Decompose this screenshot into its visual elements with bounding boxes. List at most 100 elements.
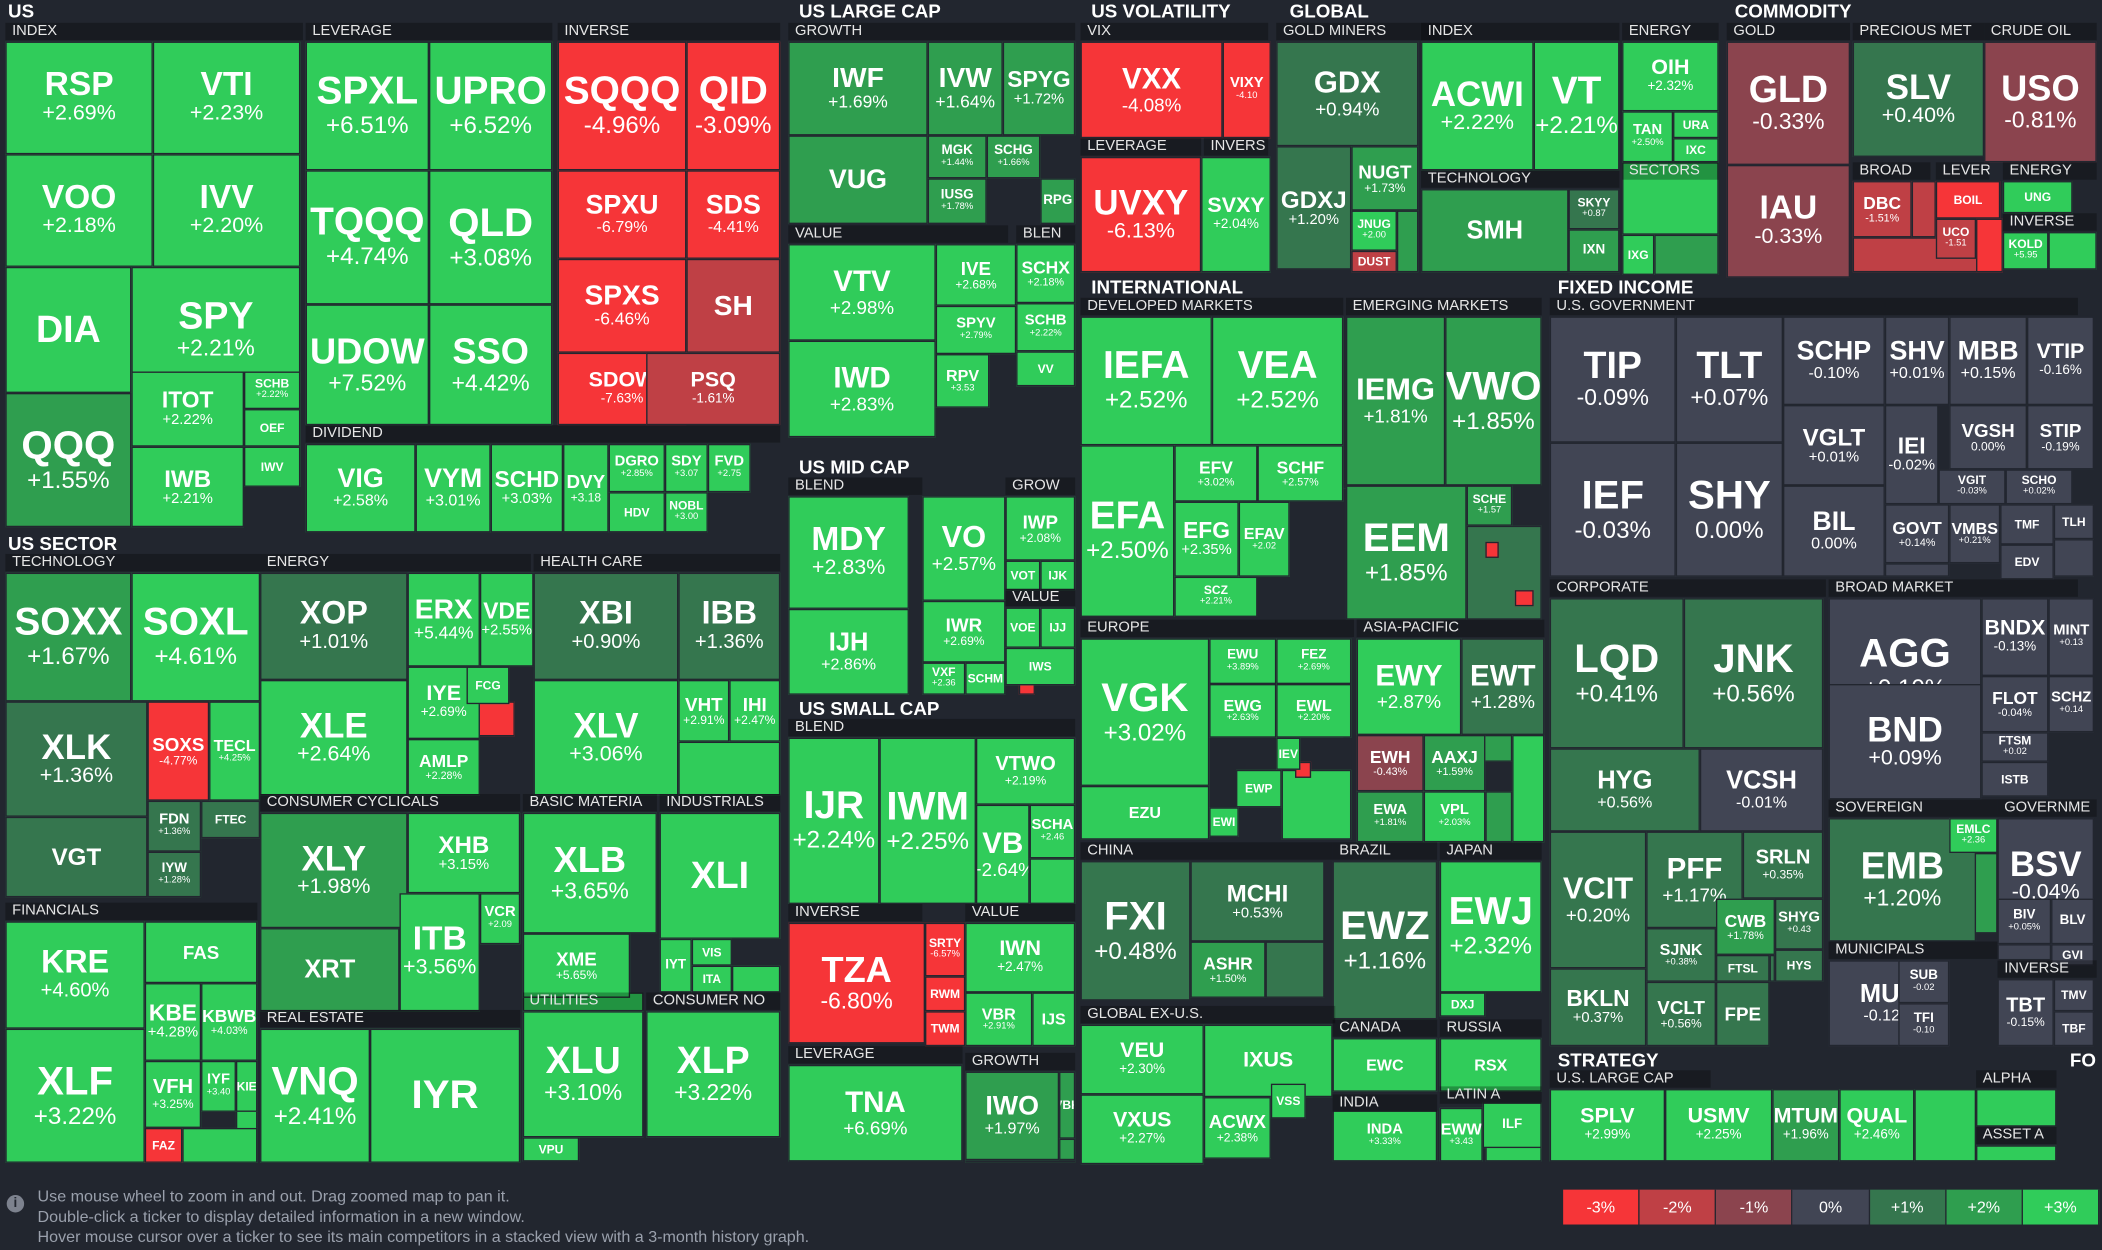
ticker-tile-ive[interactable]: IVE +2.68% (935, 244, 1017, 306)
ticker-tile-flot[interactable]: FLOT -0.04% (1981, 675, 2049, 733)
ticker-tile-bkln[interactable]: BKLN +0.37% (1549, 968, 1647, 1047)
small-ticker-tile[interactable] (965, 1160, 1076, 1163)
ticker-tile-bnd[interactable]: BND +0.09% (1828, 684, 1982, 800)
ticker-tile-tlh[interactable]: TLH (2053, 504, 2095, 540)
ticker-tile-vtip[interactable]: VTIP -0.16% (2026, 316, 2095, 406)
ticker-tile-iyw[interactable]: IYW +1.28% (147, 851, 202, 898)
ticker-tile-lqd[interactable]: LQD +0.41% (1549, 598, 1684, 749)
ticker-tile-tlt[interactable]: TLT +0.07% (1675, 316, 1783, 443)
ticker-tile-ewg[interactable]: EWG +2.63% (1209, 684, 1277, 738)
ticker-tile-sdy[interactable]: SDY +3.07 (664, 443, 708, 493)
ticker-tile-gvi[interactable]: GVI (2051, 944, 2095, 966)
ticker-tile-vpu[interactable]: VPU (522, 1137, 580, 1162)
ticker-tile-schp[interactable]: SCHP -0.10% (1782, 316, 1885, 406)
ticker-tile-iefa[interactable]: IEFA +2.52% (1080, 316, 1212, 446)
ticker-tile-cwb[interactable]: CWB +1.78% (1715, 898, 1775, 955)
ticker-tile-kbe[interactable]: KBE +4.28% (144, 983, 202, 1061)
ticker-tile-psq[interactable]: PSQ -1.61% (646, 352, 781, 426)
ticker-tile-scho[interactable]: SCHO +0.02% (2005, 469, 2073, 505)
ticker-tile-xlb[interactable]: XLB +3.65% (522, 812, 657, 934)
ticker-tile-vot[interactable]: VOT (1005, 560, 1041, 591)
ticker-tile-efg[interactable]: EFG +2.35% (1174, 501, 1239, 577)
ticker-tile-soxs[interactable]: SOXS -4.77% (147, 701, 210, 801)
ticker-tile-sh[interactable]: SH (686, 258, 781, 353)
ticker-tile-shy[interactable]: SHY 0.00% (1675, 442, 1783, 577)
small-ticker-tile[interactable] (1976, 218, 2003, 273)
ticker-tile-acwi[interactable]: ACWI +2.22% (1421, 41, 1534, 171)
small-ticker-tile[interactable] (1343, 485, 1346, 489)
ticker-tile-bndx[interactable]: BNDX -0.13% (1981, 598, 2049, 676)
ticker-tile-vwo[interactable]: VWO +1.85% (1445, 316, 1542, 486)
ticker-tile-qqq[interactable]: QQQ +1.55% (5, 392, 132, 528)
ticker-tile-hyg[interactable]: HYG +0.56% (1549, 748, 1700, 832)
small-ticker-tile[interactable] (2053, 539, 2095, 577)
ticker-tile-vea[interactable]: VEA +2.52% (1211, 316, 1344, 446)
ticker-tile-iyt[interactable]: IYT (659, 938, 692, 993)
ticker-tile-vtwo[interactable]: VTWO +2.19% (975, 737, 1076, 805)
ticker-tile-uso[interactable]: USO -0.81% (1984, 41, 2097, 163)
ticker-tile-sub[interactable]: SUB -0.02 (1898, 960, 1950, 1004)
ticker-tile-twm[interactable]: TWM (925, 1011, 966, 1047)
ticker-tile-rsx[interactable]: RSX (1439, 1038, 1542, 1092)
ticker-tile-tecl[interactable]: TECL +4.25% (209, 701, 261, 801)
legend-swatch-plus3[interactable]: +3% (2022, 1189, 2100, 1225)
ticker-tile-ewj[interactable]: EWJ +2.32% (1439, 861, 1542, 993)
ticker-tile-vss[interactable]: VSS (1270, 1083, 1306, 1119)
ticker-tile-vis[interactable]: VIS (691, 938, 732, 966)
ticker-tile-ewc[interactable]: EWC (1332, 1038, 1438, 1092)
ticker-tile-rsp[interactable]: RSP +2.69% (5, 41, 153, 155)
ticker-tile-ftsm[interactable]: FTSM +0.02 (1981, 732, 2049, 762)
ticker-tile-hdv[interactable]: HDV (608, 492, 665, 533)
ticker-tile-vcr[interactable]: VCR +2.09 (479, 893, 521, 945)
ticker-tile-jnk[interactable]: JNK +0.56% (1683, 598, 1824, 749)
ticker-tile-mint[interactable]: MINT +0.13 (2048, 598, 2095, 676)
ticker-tile-mdy[interactable]: MDY +2.83% (788, 496, 909, 609)
ticker-tile-ijk[interactable]: IJK (1040, 560, 1076, 591)
small-ticker-tile[interactable] (1654, 234, 1719, 275)
ticker-tile-efav[interactable]: EFAV +2.02 (1238, 501, 1290, 577)
ticker-tile-vmbs[interactable]: VMBS +0.21% (1949, 504, 2001, 564)
ticker-tile-iei[interactable]: IEI -0.02% (1884, 405, 1939, 505)
ticker-tile-vfh[interactable]: VFH +3.25% (144, 1060, 202, 1128)
ticker-tile-tza[interactable]: TZA -6.80% (788, 922, 926, 1044)
ticker-tile-aaxj[interactable]: AAXJ +1.59% (1423, 734, 1486, 792)
ticker-tile-vgt[interactable]: VGT (5, 816, 148, 898)
small-ticker-tile[interactable] (678, 741, 781, 796)
ticker-tile-schf[interactable]: SCHF +2.57% (1257, 445, 1344, 502)
ticker-tile-ewt[interactable]: EWT +1.28% (1461, 638, 1545, 735)
ticker-tile-rwm[interactable]: RWM (925, 976, 966, 1012)
ticker-tile-splv[interactable]: SPLV +2.99% (1549, 1089, 1666, 1162)
legend-swatch-plus1[interactable]: +1% (1869, 1189, 1947, 1225)
small-ticker-tile[interactable] (731, 965, 781, 993)
ticker-tile-dgro[interactable]: DGRO +2.85% (608, 443, 665, 493)
ticker-tile-ijj[interactable]: IJJ (1040, 607, 1076, 648)
ticker-tile-soxx[interactable]: SOXX +1.67% (5, 572, 132, 702)
ticker-tile-blv[interactable]: BLV (2051, 898, 2095, 945)
ticker-tile-ixc[interactable]: IXC (1673, 138, 1719, 163)
ticker-tile-vglt[interactable]: VGLT +0.01% (1782, 405, 1885, 486)
ticker-tile-ftsl[interactable]: FTSL (1715, 954, 1770, 982)
legend-swatch-zero[interactable]: 0% (1792, 1189, 1870, 1225)
ticker-tile-govt[interactable]: GOVT +0.14% (1884, 504, 1950, 564)
ticker-tile-tbf[interactable]: TBF (2053, 1011, 2095, 1047)
ticker-tile-xrt[interactable]: XRT (260, 928, 400, 1012)
ticker-tile-shyg[interactable]: SHYG +0.43 (1774, 898, 1824, 950)
ticker-tile-ivv[interactable]: IVV +2.20% (152, 154, 301, 267)
small-ticker-tile[interactable] (1976, 1145, 2057, 1162)
ticker-tile-sds[interactable]: SDS -4.41% (686, 170, 781, 259)
ticker-tile-xli[interactable]: XLI (659, 812, 781, 939)
ticker-tile-vug[interactable]: VUG (788, 135, 928, 224)
ticker-tile-scha[interactable]: SCHA +2.46 (1029, 804, 1076, 859)
ticker-tile-iwv[interactable]: IWV (243, 446, 301, 487)
ticker-tile-ijs[interactable]: IJS (1032, 992, 1076, 1047)
ticker-tile-udow[interactable]: UDOW +7.52% (305, 304, 429, 426)
ticker-tile-inda[interactable]: INDA +3.33% (1332, 1110, 1438, 1162)
ticker-tile-iwr[interactable]: IWR +2.69% (922, 600, 1006, 663)
ticker-tile-schd[interactable]: SCHD +3.03% (490, 443, 564, 533)
ticker-tile-vclt[interactable]: VCLT +0.56% (1646, 981, 1716, 1047)
ticker-tile-vpl[interactable]: VPL +2.03% (1423, 791, 1486, 843)
ticker-tile-smh[interactable]: SMH (1421, 189, 1569, 273)
ticker-tile-veu[interactable]: VEU +2.30% (1080, 1024, 1204, 1095)
ticker-tile-vo[interactable]: VO +2.57% (922, 496, 1006, 601)
ticker-tile-bil[interactable]: BIL 0.00% (1782, 485, 1885, 577)
